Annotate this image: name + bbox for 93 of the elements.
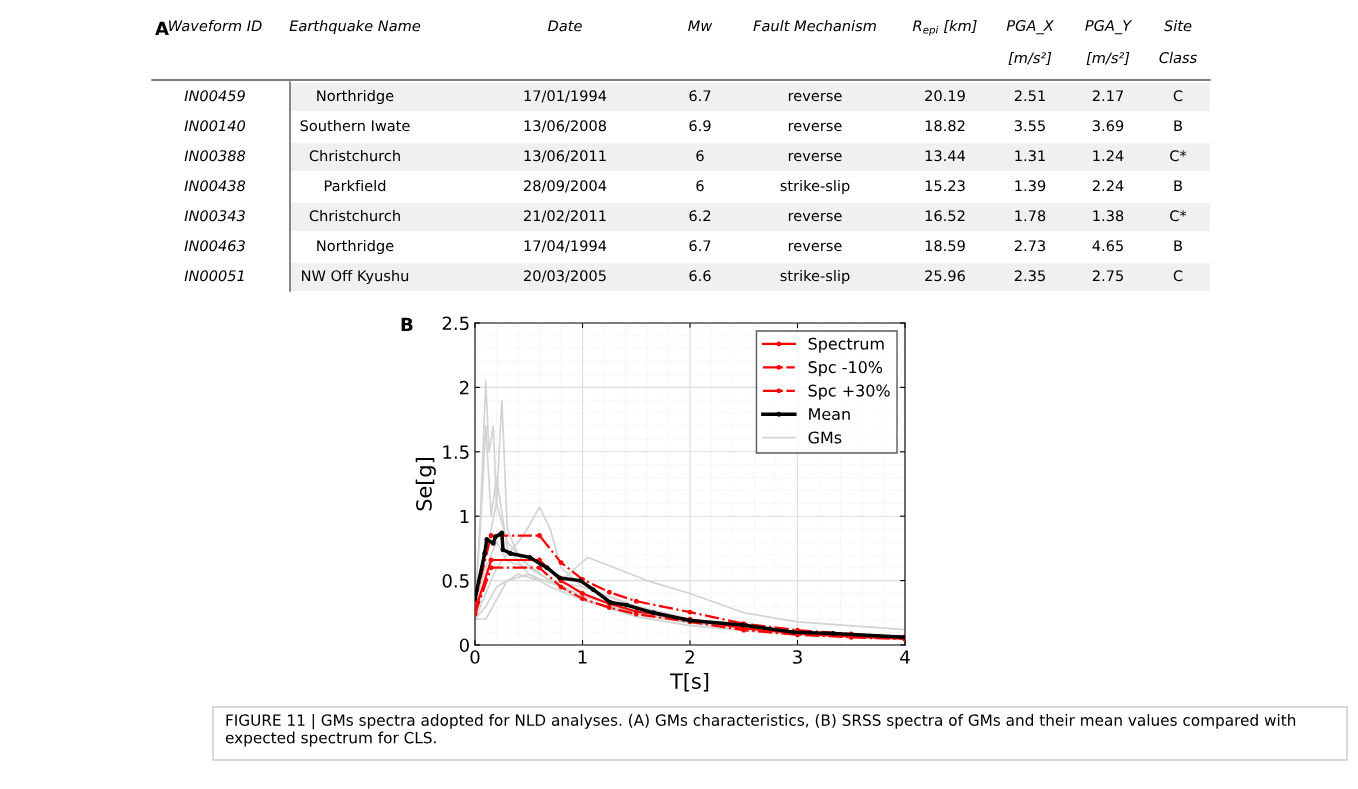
text: 2.17: [1092, 90, 1123, 102]
text: Christchurch: [309, 209, 400, 222]
text: IN00051: [184, 270, 244, 282]
text: Northridge: [317, 89, 394, 105]
text: 1.78: [1015, 210, 1046, 222]
text: 21/02/2011: [524, 210, 606, 223]
text: 13.44: [925, 150, 966, 162]
y-tick-label: 0.5: [442, 574, 469, 588]
text: 6.6: [689, 270, 711, 282]
y-tick-label: 2: [459, 380, 469, 395]
text: 6.7: [689, 240, 711, 252]
category-label: R$_{epi}$ [km]: [912, 20, 977, 36]
text: 4.65: [1092, 240, 1123, 252]
text: 2.75: [1092, 270, 1123, 282]
text: 2.51: [1014, 90, 1045, 102]
legend-label: Mean: [809, 408, 850, 421]
text: Christchurch: [309, 149, 400, 162]
text: 1.38: [1093, 210, 1124, 222]
text: IN00459: [184, 90, 245, 102]
text: reverse: [788, 152, 842, 162]
text: 3.55: [1014, 120, 1045, 132]
text: reverse: [788, 212, 842, 222]
text: strike-slip: [780, 269, 850, 285]
text: 16.52: [925, 210, 965, 222]
text: 2.35: [1014, 270, 1045, 282]
category-label: Site Class: [1159, 20, 1197, 64]
text: B: [1174, 120, 1182, 132]
x-axis-title: T[s]: [670, 672, 709, 692]
category-label: Fault Mechanism: [753, 20, 876, 32]
text: 25.96: [925, 270, 965, 282]
text: 2.73: [1014, 240, 1046, 252]
text: A: [155, 21, 169, 35]
text: 1.24: [1093, 150, 1124, 162]
text: Southern Iwate: [300, 119, 410, 132]
text: 6: [696, 150, 704, 162]
text: 6.7: [689, 90, 711, 102]
legend-label: Spc -10%: [808, 361, 883, 377]
text: 17/01/1994: [524, 90, 607, 103]
y-axis-title: Se[g]: [415, 458, 436, 511]
text: 28/09/2004: [524, 180, 607, 193]
text: C: [1173, 90, 1183, 102]
text: C*: [1170, 150, 1187, 162]
text: 6.2: [689, 210, 711, 222]
category-label: PGA_X [m/s²]: [1006, 20, 1054, 65]
text: reverse: [788, 92, 842, 102]
y-tick-label: 2.5: [442, 316, 469, 331]
text: 6: [696, 180, 704, 192]
y-tick-label: 1: [460, 509, 469, 524]
x-tick-label: 4: [900, 650, 910, 664]
text: Parkfield: [324, 179, 386, 192]
x-tick-label: 3: [793, 650, 802, 664]
legend-label: GMs: [808, 431, 842, 444]
caption: FIGURE 11 | GMs spectra adopted for NLD analyses. (A) GMs characteristics, (B) SRSS spectra of GMs and their mean values compared with expected spectrum for CLS.: [225, 714, 1296, 747]
x-tick-label: 0: [470, 650, 480, 664]
text: 2.24: [1092, 180, 1124, 192]
text: 13/06/2011: [524, 150, 606, 163]
x-tick-label: 1: [578, 650, 587, 664]
text: IN00140: [184, 120, 246, 132]
text: Northridge: [317, 239, 394, 255]
text: C: [1173, 270, 1183, 282]
text: IN00463: [184, 240, 245, 252]
text: B: [1174, 240, 1182, 252]
category-label: Earthquake Name: [289, 20, 421, 35]
text: 6.9: [689, 120, 711, 132]
legend-label: Spectrum: [808, 337, 884, 353]
text: reverse: [788, 242, 842, 252]
text: NW Off Kyushu: [302, 269, 409, 285]
text: strike-slip: [780, 179, 850, 195]
category-label: PGA_Y [m/s²]: [1085, 20, 1133, 65]
text: C*: [1170, 210, 1187, 222]
text: 15.23: [925, 180, 965, 192]
text: 1.39: [1015, 180, 1046, 192]
category-label: Waveform ID: [169, 20, 262, 32]
legend-label: Spc +30%: [808, 384, 890, 400]
text: 3.69: [1092, 120, 1124, 132]
text: 17/04/1994: [524, 240, 607, 253]
text: 13/06/2008: [524, 120, 607, 133]
text: IN00438: [184, 180, 246, 192]
text: 18.82: [925, 120, 965, 132]
category-label: Mw: [688, 20, 713, 32]
y-tick-label: 1.5: [443, 445, 469, 459]
text: 20.19: [925, 90, 965, 102]
text: 1.31: [1015, 150, 1045, 162]
category-label: Date: [547, 20, 582, 32]
x-tick-label: 2: [685, 650, 694, 664]
text: reverse: [788, 122, 842, 132]
text: 20/03/2005: [524, 270, 606, 283]
chart-title: B: [401, 317, 413, 331]
y-tick-label: 0: [459, 638, 469, 653]
text: B: [1174, 180, 1182, 192]
text: IN00388: [184, 150, 246, 162]
text: 18.59: [925, 240, 965, 252]
text: IN00343: [184, 210, 245, 222]
